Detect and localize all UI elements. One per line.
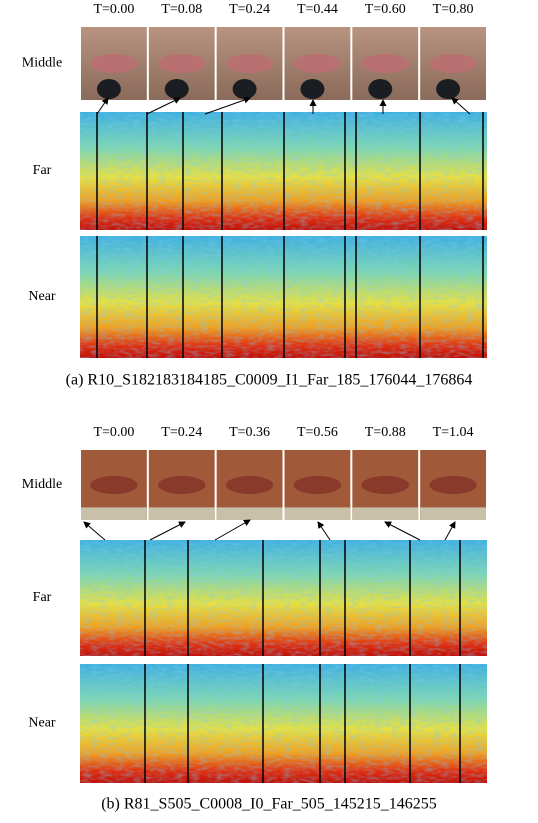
spectrogram-texture <box>80 664 487 783</box>
arrow <box>96 97 109 115</box>
arrow <box>83 521 106 541</box>
lips <box>361 54 409 73</box>
time-label: T=0.00 <box>93 425 134 440</box>
caption: (b) R81_S505_C0008_I0_Far_505_145215_146… <box>101 796 437 813</box>
time-label: T=0.88 <box>365 425 406 440</box>
lips <box>225 475 274 495</box>
lips <box>361 475 409 495</box>
lips <box>158 475 206 495</box>
arrow <box>149 521 186 541</box>
time-label: T=0.80 <box>433 2 474 17</box>
microphone <box>300 79 325 100</box>
row-label: Far <box>33 163 52 178</box>
row-label: Near <box>28 716 56 731</box>
row-label: Near <box>28 289 56 304</box>
lips <box>158 54 206 73</box>
arrow <box>146 97 181 115</box>
arrow <box>214 519 251 541</box>
row-label: Far <box>33 590 52 605</box>
time-label: T=1.04 <box>433 425 474 440</box>
time-label: T=0.56 <box>297 425 338 440</box>
arrow <box>317 521 331 541</box>
row-label: Middle <box>22 477 62 492</box>
time-label: T=0.36 <box>229 425 270 440</box>
time-label: T=0.24 <box>161 425 202 440</box>
arrow <box>451 97 471 115</box>
lips <box>225 54 274 73</box>
shirt <box>352 507 419 520</box>
shirt <box>216 507 283 520</box>
spectrogram-texture <box>80 540 487 656</box>
lips <box>429 54 477 73</box>
time-label: T=0.60 <box>365 2 406 17</box>
lips <box>90 54 138 73</box>
lips <box>90 475 138 495</box>
lips <box>429 475 477 495</box>
arrow <box>204 96 251 115</box>
time-label: T=0.44 <box>297 2 338 17</box>
shirt <box>81 507 147 520</box>
shirt <box>284 507 351 520</box>
shirt <box>420 507 486 520</box>
time-label: T=0.00 <box>93 2 134 17</box>
microphone <box>368 79 393 100</box>
time-label: T=0.08 <box>161 2 202 17</box>
row-label: Middle <box>22 56 62 71</box>
microphone <box>96 79 121 100</box>
microphone <box>164 79 189 100</box>
arrow <box>444 521 456 541</box>
microphone <box>436 79 461 100</box>
lips <box>293 475 342 495</box>
microphone <box>232 79 257 100</box>
arrow <box>384 521 421 541</box>
shirt <box>148 507 215 520</box>
time-label: T=0.24 <box>229 2 270 17</box>
caption: (a) R10_S182183184185_C0009_I1_Far_185_1… <box>66 372 473 389</box>
lips <box>293 54 342 73</box>
